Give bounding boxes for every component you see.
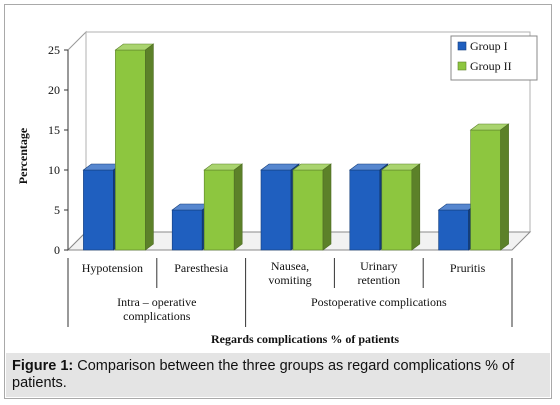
figure-caption: Figure 1: Comparison between the three g… (12, 358, 547, 392)
legend-swatch (457, 41, 467, 51)
bar-front (470, 129, 501, 251)
y-tick-label: 25 (48, 43, 60, 57)
y-tick-label: 0 (54, 243, 60, 257)
category-label: Nausea, (271, 259, 309, 273)
x-axis-title: Regards complications % of patients (211, 332, 399, 346)
bar-side (500, 123, 509, 251)
y-tick-label: 20 (48, 83, 60, 97)
bar-side (322, 163, 332, 251)
caption-text: Comparison between the three groups as r… (12, 358, 515, 391)
bar-front (292, 169, 324, 251)
category-label: retention (357, 273, 400, 287)
category-label: Paresthesia (174, 261, 229, 275)
y-tick-label: 10 (48, 163, 60, 177)
bar-front (203, 169, 235, 251)
bar-front (349, 169, 381, 251)
bar-front (171, 209, 203, 251)
category-label: vomiting (268, 273, 311, 287)
category-label: Hypotension (82, 261, 143, 275)
bar-side (145, 43, 154, 251)
caption-label: Figure 1: (12, 358, 74, 374)
y-tick-label: 5 (54, 203, 60, 217)
legend-swatch (457, 61, 467, 71)
y-axis-title: Percentage (16, 127, 30, 184)
bar-chart: 0 5 10 15 20 25 Group I Group II Intra – opera… (16, 30, 538, 346)
bar-side (411, 163, 421, 251)
bar (292, 163, 332, 251)
bars (82, 43, 510, 251)
caption-background (6, 353, 550, 397)
bar-front (260, 169, 292, 251)
legend: Group I Group II (450, 35, 538, 81)
group-label: Postoperative complications (311, 295, 447, 309)
y-tick-label: 15 (48, 123, 60, 137)
group-label: complications (123, 309, 191, 323)
legend-label: Group II (470, 59, 512, 73)
legend-label: Group I (470, 39, 508, 53)
bar-side (233, 163, 243, 251)
bar-front (381, 169, 413, 251)
bar (114, 43, 155, 251)
bar-front (438, 209, 469, 251)
bar (380, 163, 421, 251)
bar-front (115, 49, 146, 251)
y-axis: 0 5 10 15 20 25 (48, 43, 69, 257)
bar (469, 123, 510, 251)
category-label: Urinary (360, 259, 397, 273)
category-label: Pruritis (450, 261, 486, 275)
bar-front (83, 169, 114, 251)
bar (203, 163, 244, 251)
group-label: Intra – operative (117, 295, 196, 309)
